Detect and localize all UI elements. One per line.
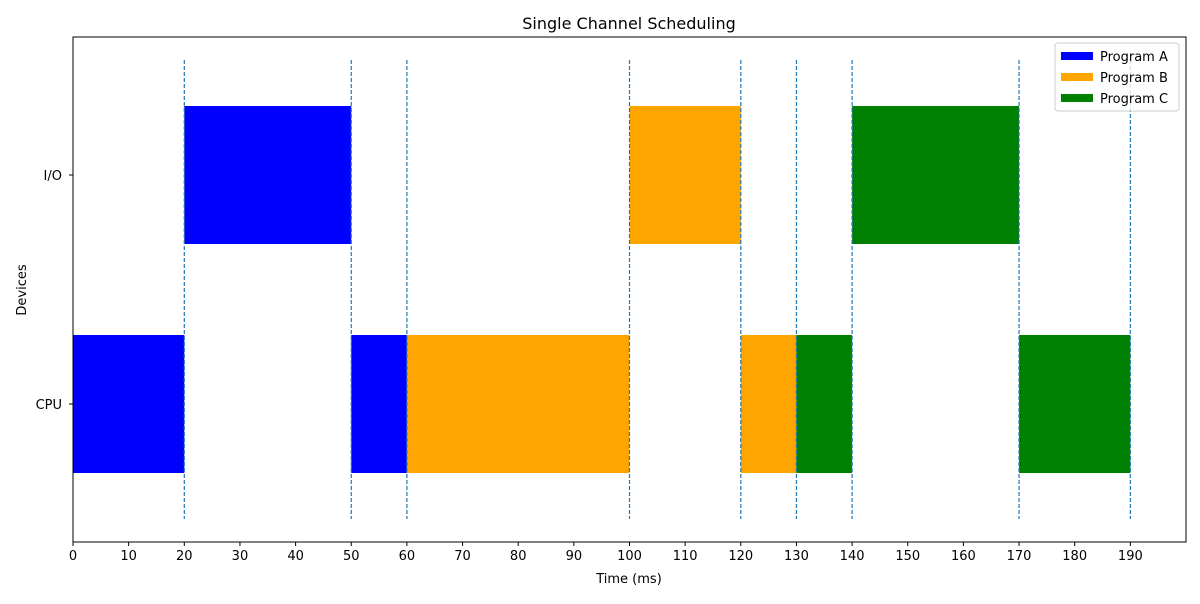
x-tick-label: 70 — [454, 549, 471, 564]
legend-label: Program B — [1100, 71, 1168, 86]
x-tick-label: 140 — [840, 549, 865, 564]
x-tick-label: 50 — [343, 549, 360, 564]
legend: Program A Program B Program C — [1054, 42, 1180, 112]
x-tick-label: 80 — [510, 549, 527, 564]
legend-label: Program C — [1100, 92, 1168, 107]
x-tick-label: 60 — [399, 549, 416, 564]
legend-label: Program A — [1100, 50, 1168, 65]
x-tick-label: 160 — [951, 549, 976, 564]
x-tick-label: 150 — [895, 549, 920, 564]
x-tick-label: 20 — [176, 549, 193, 564]
x-tick-label: 110 — [673, 549, 698, 564]
x-tick-label: 40 — [287, 549, 304, 564]
legend-swatch — [1061, 94, 1093, 102]
x-tick-label: 0 — [69, 549, 77, 564]
bar-segment — [852, 106, 1020, 244]
x-tick-label: 100 — [617, 549, 642, 564]
bar-segment — [351, 335, 407, 473]
x-tick-label: 120 — [728, 549, 753, 564]
x-axis-label: Time (ms) — [595, 572, 662, 587]
y-tick-label: I/O — [44, 169, 62, 184]
bar-segment — [796, 335, 853, 473]
y-axis-label: Devices — [15, 264, 30, 315]
x-tick-label: 180 — [1062, 549, 1087, 564]
x-tick-label: 170 — [1007, 549, 1032, 564]
bar-segment — [406, 335, 630, 473]
x-tick-label: 130 — [784, 549, 809, 564]
legend-swatch — [1061, 52, 1093, 60]
bar-segment — [73, 335, 185, 473]
chart-title: Single Channel Scheduling — [522, 14, 735, 33]
bar-segment — [740, 335, 797, 473]
x-tick-label: 190 — [1118, 549, 1143, 564]
bar-segment — [184, 106, 352, 244]
bar-segment — [629, 106, 741, 244]
legend-swatch — [1061, 73, 1093, 81]
y-tick-label: CPU — [36, 398, 62, 413]
bar-segment — [1019, 335, 1131, 473]
x-tick-label: 10 — [120, 549, 137, 564]
x-tick-label: 90 — [566, 549, 583, 564]
x-tick-label: 30 — [232, 549, 249, 564]
